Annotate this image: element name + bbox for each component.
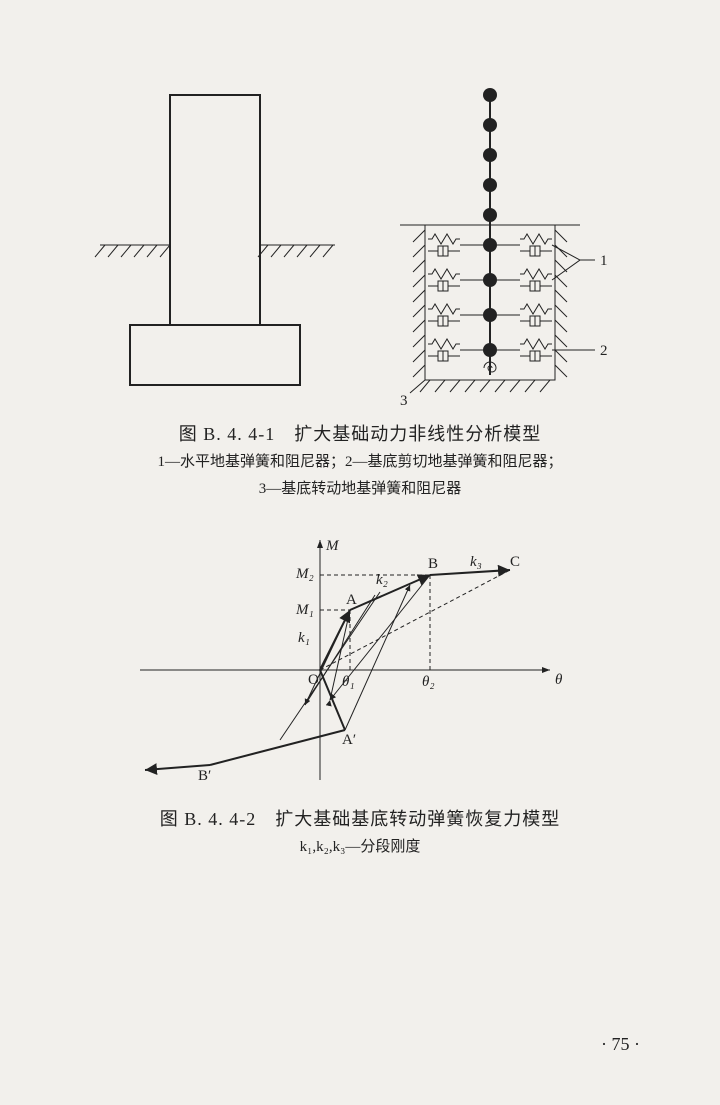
label-M2: M₂ [295, 566, 314, 582]
point-C: C [510, 554, 520, 570]
fig2-caption-title: 图 B. 4. 4-2 扩大基础基底转动弹簧恢复力模型 [0, 805, 720, 834]
page: 1 2 3 图 B. 4. 4-1 扩大基础动力非线性分析模型 1—水平地基弹簧… [0, 0, 720, 1105]
label-k3: k₃ [470, 554, 482, 570]
fig1-caption-title: 图 B. 4. 4-1 扩大基础动力非线性分析模型 [0, 420, 720, 449]
label-k2: k₂ [376, 572, 388, 588]
fig1-right-model: 1 2 3 [400, 88, 608, 409]
label-M1: M₁ [295, 602, 314, 618]
fig2-legend: k₁,k₂,k₃—分段刚度 [0, 834, 720, 861]
fig2-caption-block: 图 B. 4. 4-2 扩大基础基底转动弹簧恢复力模型 k₁,k₂,k₃—分段刚… [0, 805, 720, 861]
page-number: · 75 · [601, 1034, 640, 1055]
fig1-legend-1: 1—水平地基弹簧和阻尼器；2—基底剪切地基弹簧和阻尼器； [0, 449, 720, 476]
label-th2: θ₂ [422, 674, 435, 690]
point-Ap: A′ [342, 732, 356, 748]
callout-3: 3 [400, 393, 408, 409]
figure-b442: M θ O A [120, 520, 600, 800]
callout-2: 2 [600, 343, 608, 359]
point-A: A [346, 592, 357, 608]
axis-x: θ [555, 672, 563, 688]
fig1-caption-block: 图 B. 4. 4-1 扩大基础动力非线性分析模型 1—水平地基弹簧和阻尼器；2… [0, 420, 720, 503]
point-Bp: B′ [198, 768, 211, 784]
label-k1: k₁ [298, 630, 310, 646]
point-B: B [428, 556, 438, 572]
axis-y: M [325, 538, 340, 554]
figure-b441: 1 2 3 [0, 75, 720, 415]
callout-1: 1 [600, 253, 608, 269]
fig1-legend-2: 3—基底转动地基弹簧和阻尼器 [0, 476, 720, 503]
label-th1: θ₁ [342, 674, 355, 690]
fig1-left-foundation [95, 95, 335, 385]
